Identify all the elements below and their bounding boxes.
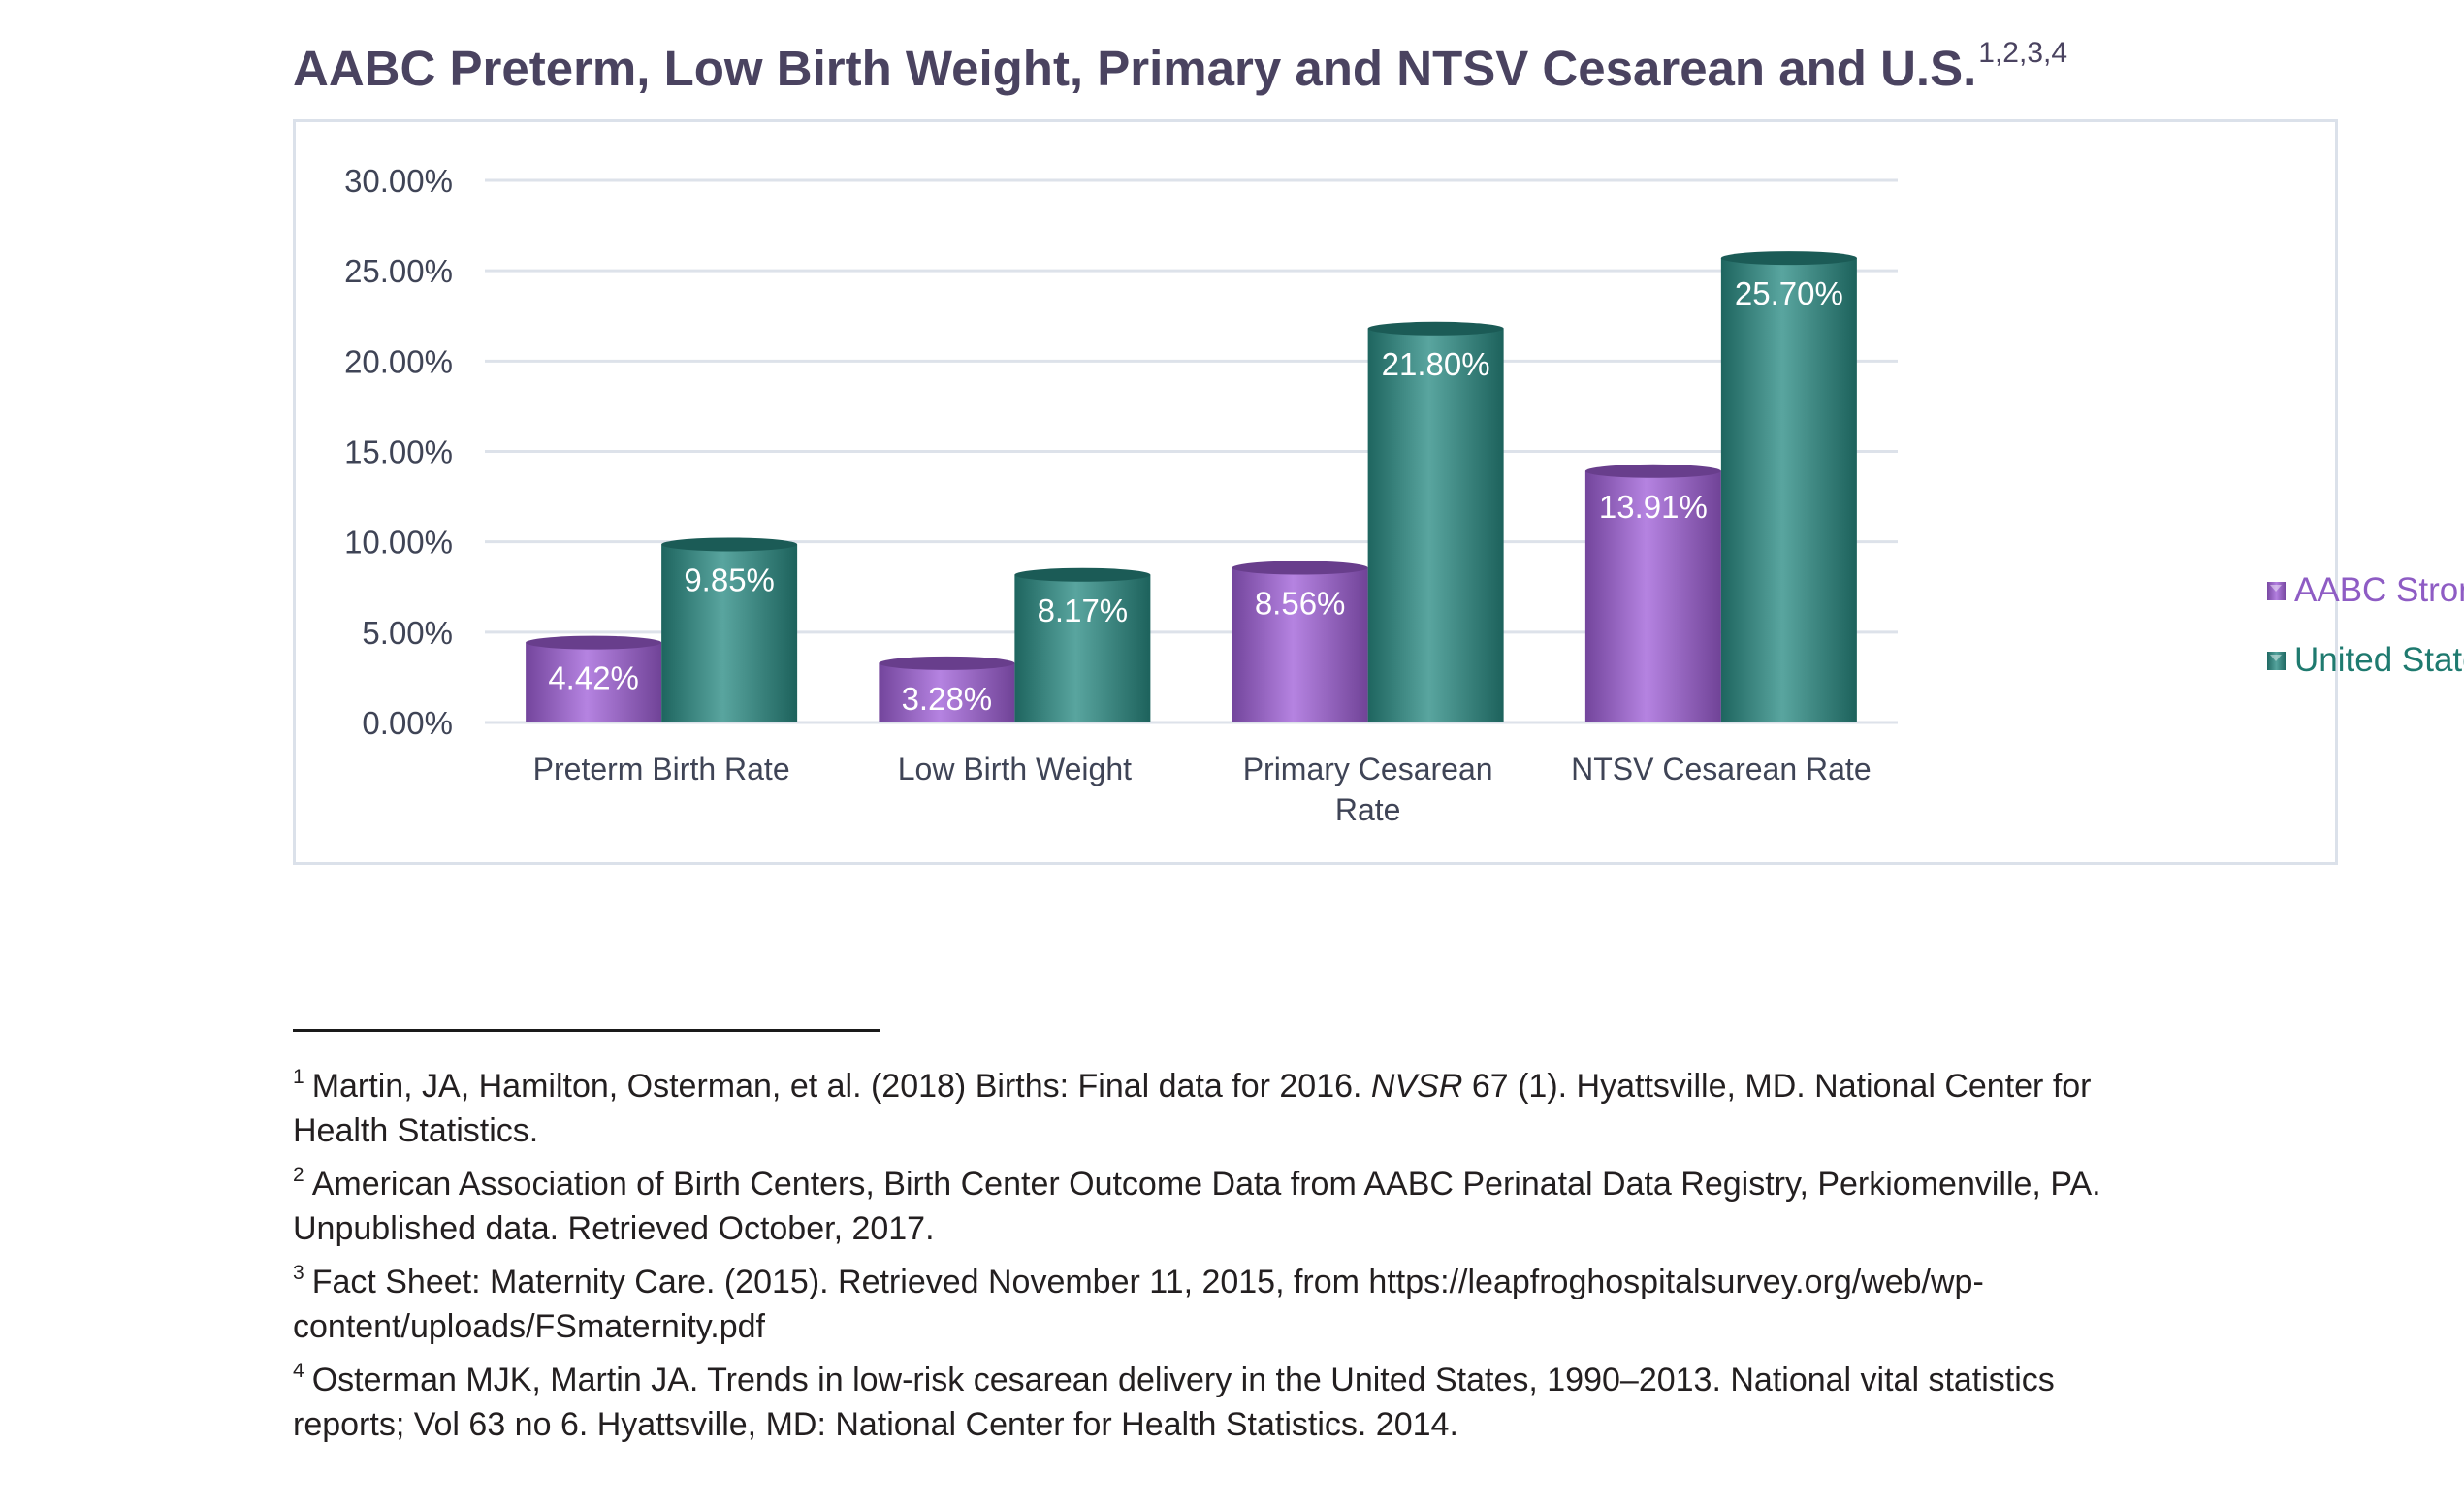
bar-cap: [879, 656, 1015, 670]
footnote-text: Osterman MJK, Martin JA. Trends in low-r…: [293, 1362, 2055, 1443]
footnote-1: 1 Martin, JA, Hamilton, Osterman, et al. …: [293, 1055, 2174, 1153]
x-tick-label: Low Birth Weight: [898, 752, 1132, 786]
x-tick-label: NTSV Cesarean Rate: [1571, 752, 1871, 786]
footnote-text: Martin, JA, Hamilton, Osterman, et al. (…: [311, 1068, 1371, 1105]
legend-swatch-aabc: [2267, 581, 2286, 600]
footnote-number: 4: [293, 1360, 304, 1382]
legend-item-aabc: AABC Strong Start: [2267, 556, 2464, 626]
footnote-3: 3 Fact Sheet: Maternity Care. (2015). Ret…: [293, 1251, 2174, 1349]
bar-cap: [661, 537, 798, 552]
footnote-4: 4 Osterman MJK, Martin JA. Trends in low-…: [293, 1349, 2174, 1447]
bar-cap: [1584, 464, 1721, 478]
chart-frame: 0.00% 5.00% 10.00% 15.00% 20.00% 25.00% 30.00%…: [293, 119, 2464, 865]
footnote-number: 2: [293, 1164, 304, 1186]
data-label: 3.28%: [902, 681, 993, 717]
y-tick-label: 20.00%: [344, 343, 453, 379]
chart-title-text: AABC Preterm, Low Birth Weight, Primary …: [293, 41, 1977, 96]
data-label: 8.17%: [1038, 593, 1129, 628]
data-label: 25.70%: [1735, 275, 1843, 311]
footnote-number: 1: [293, 1066, 304, 1088]
legend-item-us: United States: [2267, 626, 2464, 695]
bar-cap: [1720, 251, 1857, 266]
bar: [661, 544, 798, 722]
footnote-divider: [293, 1029, 880, 1032]
chart-title: AABC Preterm, Low Birth Weight, Primary …: [293, 37, 2067, 97]
bar: [1232, 567, 1368, 722]
bar: [1014, 574, 1151, 722]
chart-svg: 0.00% 5.00% 10.00% 15.00% 20.00% 25.00% 30.00%…: [344, 163, 1898, 827]
y-tick-label: 5.00%: [362, 615, 453, 651]
bar-cap: [1367, 321, 1504, 336]
bar: [879, 662, 1015, 722]
bar: [1584, 470, 1721, 722]
y-tick-label: 30.00%: [344, 163, 453, 199]
bar: [1720, 258, 1857, 722]
footnote-text: Fact Sheet: Maternity Care. (2015). Retr…: [293, 1264, 1984, 1345]
footnotes: 1 Martin, JA, Hamilton, Osterman, et al. …: [293, 1055, 2174, 1447]
y-tick-label: 10.00%: [344, 525, 453, 561]
legend-label-us: United States: [2294, 641, 2464, 679]
bar: [1367, 328, 1504, 722]
y-tick-label: 0.00%: [362, 705, 453, 741]
footnote-2: 2 American Association of Birth Centers, …: [293, 1153, 2174, 1251]
footnote-italic: NVSR: [1370, 1068, 1463, 1105]
footnote-text-after: 67 (1). Hyattsville, MD. National Center…: [293, 1068, 2092, 1149]
data-label: 9.85%: [684, 561, 775, 597]
title-footnote-refs: 1,2,3,4: [1978, 37, 2068, 69]
data-label: 13.91%: [1599, 489, 1708, 525]
data-label: 8.56%: [1255, 585, 1346, 621]
bar: [526, 642, 662, 722]
bar-cap: [1014, 567, 1151, 582]
data-label: 21.80%: [1382, 346, 1490, 382]
x-tick-label: Preterm Birth Rate: [533, 752, 790, 786]
footnote-number: 3: [293, 1262, 304, 1284]
footnote-text: American Association of Birth Centers, B…: [293, 1166, 2101, 1247]
bar-cap: [1232, 561, 1368, 575]
x-tick-label: Primary Cesarean: [1243, 752, 1493, 786]
legend: AABC Strong Start United States: [2267, 556, 2464, 695]
data-label: 4.42%: [548, 660, 639, 696]
y-tick-label: 15.00%: [344, 434, 453, 470]
bar-cap: [526, 635, 662, 650]
legend-label-aabc: AABC Strong Start: [2294, 571, 2464, 609]
legend-swatch-us: [2267, 651, 2286, 670]
x-tick-label: Rate: [1335, 792, 1401, 827]
y-tick-label: 25.00%: [344, 253, 453, 289]
